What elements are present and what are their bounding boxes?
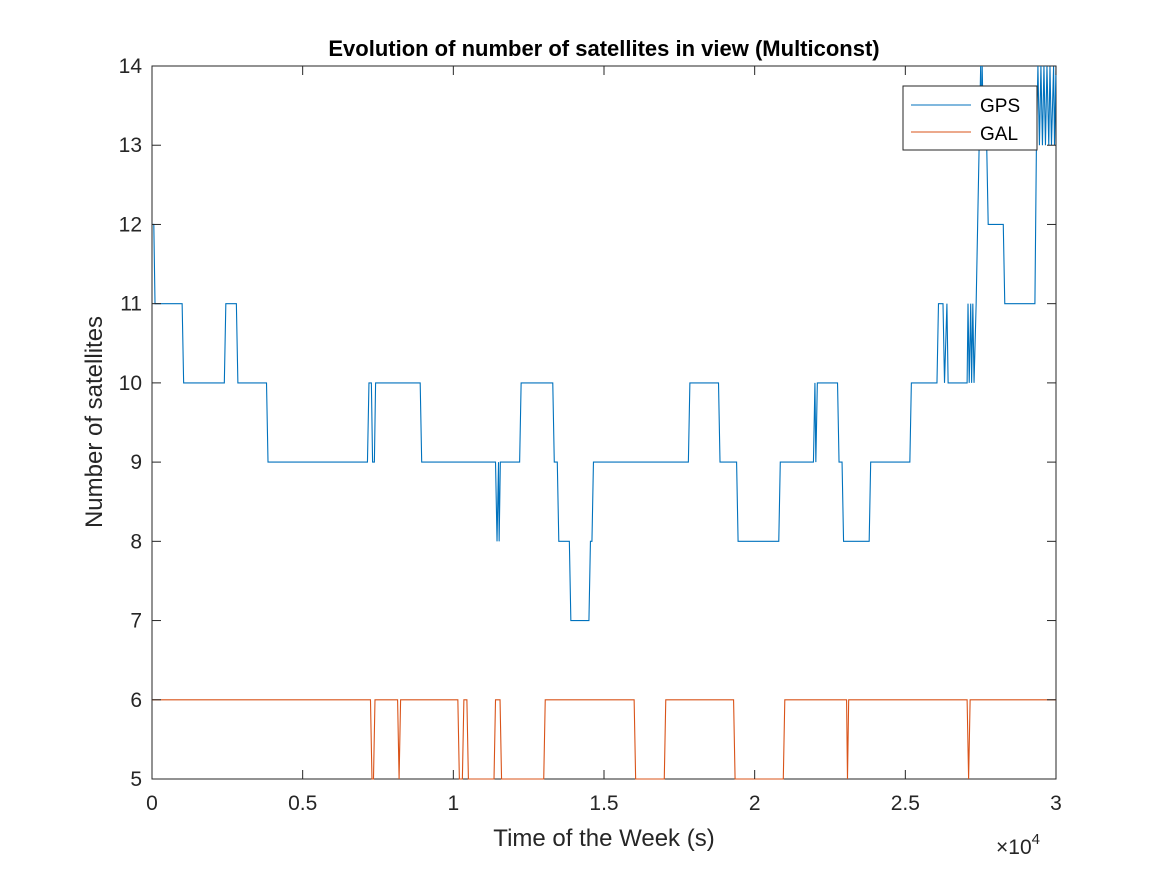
plot-frame — [151, 65, 1057, 780]
ticks-group — [151, 65, 1057, 780]
x-tick-label: 0.5 — [288, 792, 317, 815]
x-tick-label: 0 — [146, 792, 158, 815]
x-tick-label: 2 — [749, 792, 761, 815]
tick-labels-group: 0 0.5 1 1.5 2 2.5 3 5 6 7 8 9 10 11 12 13 14 — [119, 55, 1062, 815]
y-tick-label: 14 — [119, 55, 143, 78]
x-axis-multiplier-base: ×10 — [996, 836, 1032, 859]
x-axis-multiplier-exponent: 4 — [1032, 831, 1040, 848]
y-tick-label: 7 — [130, 610, 142, 633]
y-tick-label: 10 — [119, 372, 142, 395]
legend-box — [902, 85, 1038, 151]
y-tick-label: 6 — [130, 689, 142, 712]
y-tick-label: 11 — [120, 293, 142, 316]
y-tick-label: 9 — [130, 451, 142, 474]
y-tick-label: 8 — [130, 530, 142, 553]
series-line-gps — [152, 65, 1057, 622]
x-tick-label: 1.5 — [589, 792, 618, 815]
y-tick-label: 5 — [130, 768, 142, 791]
y-tick-label: 13 — [119, 134, 142, 157]
x-axis-multiplier: ×104 — [996, 831, 1040, 859]
series-group — [152, 65, 1057, 780]
x-tick-label: 3 — [1050, 792, 1062, 815]
x-tick-label: 2.5 — [891, 792, 920, 815]
chart-title: Evolution of number of satellites in vie… — [328, 36, 879, 61]
legend-label-gal: GAL — [980, 124, 1018, 145]
x-tick-label: 1 — [447, 792, 459, 815]
y-tick-label: 12 — [119, 213, 142, 236]
y-axis-label: Number of satellites — [81, 316, 108, 528]
x-axis-label: Time of the Week (s) — [493, 825, 714, 852]
legend: GPS GAL — [902, 85, 1038, 151]
legend-label-gps: GPS — [980, 96, 1020, 117]
plot-area — [151, 65, 1057, 780]
series-line-gal — [152, 699, 1056, 780]
